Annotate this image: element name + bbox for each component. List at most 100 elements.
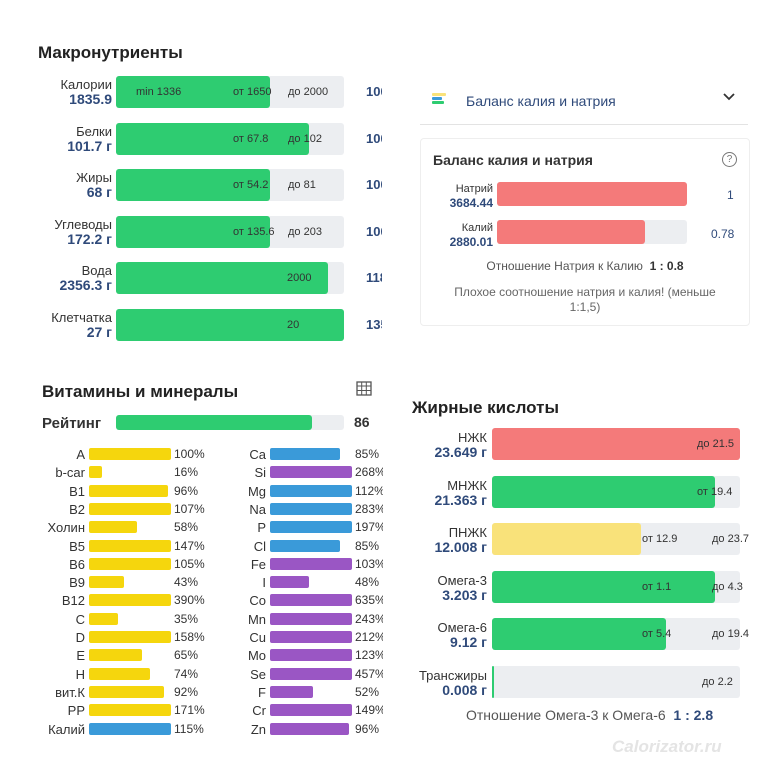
nutrient-percent: 35% bbox=[174, 612, 199, 626]
nutrient-name: Se bbox=[250, 667, 266, 682]
nutrient-percent: 107% bbox=[174, 502, 205, 516]
nutrient-percent: 457% bbox=[355, 667, 383, 681]
macro-label: Белки 101.7 г bbox=[67, 124, 112, 154]
macro-label: Углеводы 172.2 г bbox=[54, 217, 112, 247]
sodium-bar-track bbox=[497, 182, 687, 206]
nutrient-name: Co bbox=[249, 593, 266, 608]
nutrient-percent: 96% bbox=[355, 722, 380, 736]
macro-percent: 100 bbox=[366, 224, 382, 239]
nutrient-percent: 85% bbox=[355, 539, 380, 553]
nutrient-bar bbox=[89, 448, 171, 460]
fatty-from-mark: от 1.1 bbox=[642, 581, 672, 593]
nutrient-bar bbox=[89, 613, 118, 625]
balance-icon bbox=[432, 93, 446, 105]
nutrient-bar bbox=[89, 686, 164, 698]
fatty-limit-mark: до 19.4 bbox=[712, 628, 750, 640]
nutrient-bar bbox=[270, 448, 340, 460]
macro-from-mark: от 67.8 bbox=[233, 133, 269, 145]
nutrient-name: Si bbox=[254, 465, 266, 480]
nutrient-percent: 103% bbox=[355, 557, 383, 571]
fatty-limit-mark: от 19.4 bbox=[697, 486, 733, 498]
nutrient-name: Fe bbox=[250, 557, 266, 572]
balance-dropdown-title: Баланс калия и натрия bbox=[466, 93, 616, 109]
nutrient-percent: 52% bbox=[355, 685, 380, 699]
macro-bar-track: от 54.2 до 81 bbox=[116, 169, 344, 201]
nutrient-percent: 390% bbox=[174, 593, 205, 607]
nutrient-name: B9 bbox=[69, 575, 85, 590]
macro-from-mark: от 1650 bbox=[233, 86, 272, 98]
nutrient-percent: 85% bbox=[355, 447, 380, 461]
macro-percent: 135 bbox=[366, 317, 382, 332]
nutrient-name: B12 bbox=[61, 593, 85, 608]
nutrient-name: B2 bbox=[69, 502, 85, 517]
balance-dropdown[interactable]: Баланс калия и натрия bbox=[420, 80, 748, 125]
fatty-limit-mark: до 21.5 bbox=[697, 438, 735, 450]
nutrient-name: H bbox=[75, 667, 85, 682]
table-icon[interactable] bbox=[356, 381, 372, 396]
nutrient-bar bbox=[270, 576, 309, 588]
fatty-bar-fill bbox=[492, 666, 495, 698]
macro-bar-track: 2000 bbox=[116, 262, 344, 294]
macro-label: Жиры 68 г bbox=[76, 170, 112, 200]
nutrient-name: Cu bbox=[249, 630, 266, 645]
nutrient-bar bbox=[270, 631, 352, 643]
chevron-down-icon[interactable] bbox=[722, 90, 736, 104]
rating-value: 86 bbox=[354, 414, 370, 430]
macro-from-mark: 20 bbox=[287, 319, 300, 331]
nutrient-bar bbox=[89, 704, 171, 716]
macro-label: Вода 2356.3 г bbox=[59, 263, 112, 293]
nutrient-name: B1 bbox=[69, 484, 85, 499]
macro-bar-track: 20 bbox=[116, 309, 344, 341]
macro-percent: 100 bbox=[366, 177, 382, 192]
potassium-ratio: 0.78 bbox=[711, 227, 735, 241]
macro-percent: 118 bbox=[366, 270, 382, 285]
nutrient-percent: 48% bbox=[355, 575, 380, 589]
nutrient-bar bbox=[89, 540, 171, 552]
macro-to-mark: до 102 bbox=[288, 133, 322, 145]
nutrient-name: Na bbox=[249, 502, 266, 517]
nutrient-bar bbox=[270, 521, 352, 533]
nutrient-bar bbox=[89, 631, 171, 643]
fatty-limit-mark: до 23.7 bbox=[712, 533, 750, 545]
macro-bar-fill bbox=[116, 123, 309, 155]
watermark: Calorizator.ru bbox=[612, 737, 722, 756]
nutrient-percent: 212% bbox=[355, 630, 383, 644]
help-icon[interactable]: ? bbox=[722, 152, 737, 167]
nutrient-bar bbox=[270, 558, 352, 570]
fatty-label: Трансжиры 0.008 г bbox=[418, 668, 487, 698]
nutrient-name: Ca bbox=[249, 447, 266, 462]
nutrient-name: Mo bbox=[247, 648, 266, 663]
macro-from-mark: 2000 bbox=[287, 272, 312, 284]
nutrient-name: Cl bbox=[253, 539, 266, 554]
macro-to-mark: до 81 bbox=[288, 179, 316, 191]
macro-bar-track: от 67.8 до 102 bbox=[116, 123, 344, 155]
nutrient-percent: 149% bbox=[355, 703, 383, 717]
nutrient-bar bbox=[89, 521, 137, 533]
nutrient-name: Mg bbox=[247, 484, 266, 499]
fatty-bar-fill bbox=[492, 618, 666, 650]
potassium-bar-fill bbox=[497, 220, 646, 244]
fatty-label: ПНЖК 12.008 г bbox=[434, 525, 487, 555]
nutrient-name: F bbox=[258, 685, 266, 700]
nutrient-percent: 243% bbox=[355, 612, 383, 626]
fatty-limit-mark: до 4.3 bbox=[712, 581, 743, 593]
nutrient-name: C bbox=[75, 612, 85, 627]
nutrient-percent: 16% bbox=[174, 465, 199, 479]
nutrient-bar bbox=[270, 540, 340, 552]
nutrient-bar bbox=[89, 485, 168, 497]
nutrient-name: PP bbox=[67, 703, 85, 718]
nutrient-name: D bbox=[75, 630, 85, 645]
fatty-label: МНЖК 21.363 г bbox=[434, 478, 487, 508]
nutrient-name: b-car bbox=[55, 465, 85, 480]
nutrient-name: P bbox=[257, 520, 266, 535]
sodium-bar-fill bbox=[497, 182, 687, 206]
sodium-label: Натрий 3684.44 bbox=[449, 183, 493, 210]
nutrient-bar bbox=[89, 466, 102, 478]
fatty-from-mark: от 5.4 bbox=[642, 628, 672, 640]
vitamins-title: Витамины и минералы bbox=[42, 382, 239, 401]
macro-to-mark: до 203 bbox=[288, 226, 322, 238]
nutrient-name: Холин bbox=[47, 520, 86, 535]
nutrient-bar bbox=[270, 466, 352, 478]
nutrient-name: Cr bbox=[252, 703, 266, 718]
nutrient-percent: 158% bbox=[174, 630, 205, 644]
